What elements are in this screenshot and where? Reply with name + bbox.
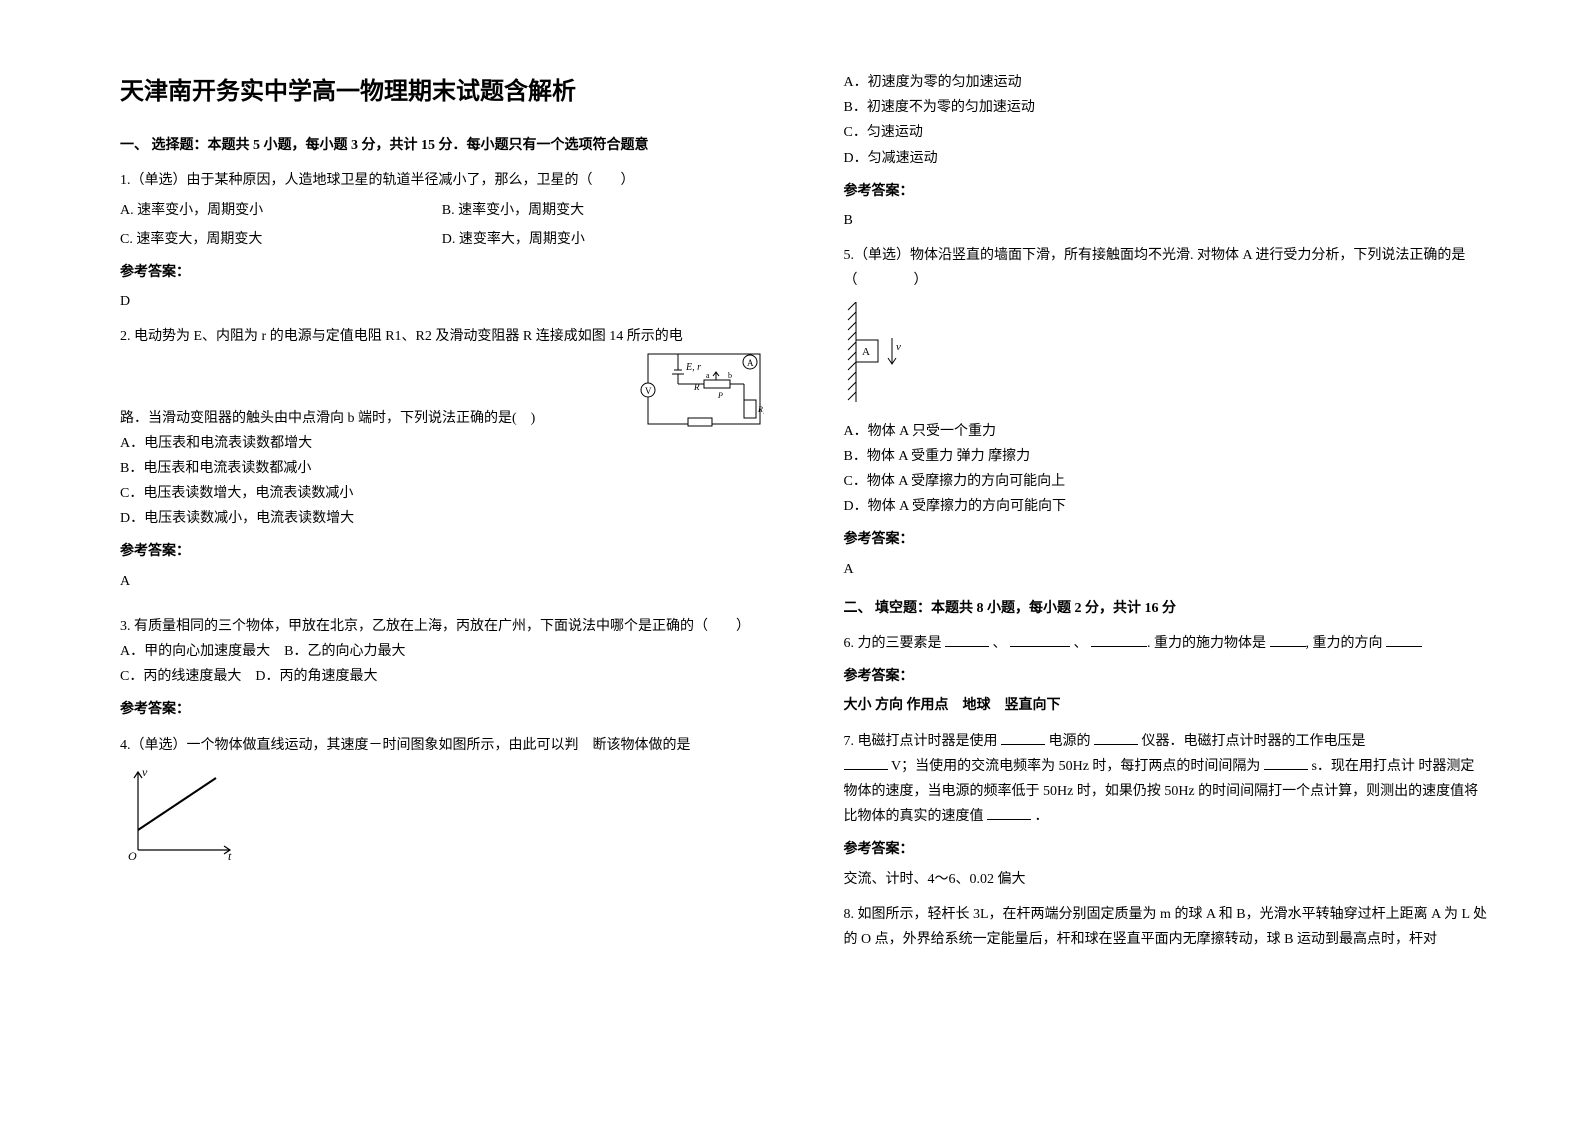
q6-answer-label: 参考答案：	[844, 664, 1488, 689]
svg-text:P: P	[717, 391, 723, 400]
q2-answer: A	[120, 569, 764, 594]
svg-text:a: a	[706, 371, 710, 380]
question-1: 1.（单选）由于某种原因，人造地球卫星的轨道半径减小了，那么，卫星的（ ） A.…	[120, 168, 764, 314]
right-column: A．初速度为零的匀加速运动 B．初速度不为零的匀加速运动 C．匀速运动 D．匀减…	[804, 70, 1508, 1092]
q3-optB: B．乙的向心力最大	[284, 644, 405, 659]
vt-graph: O v t	[120, 764, 240, 864]
q8-stem: 8. 如图所示，轻杆长 3L，在杆两端分别固定质量为 m 的球 A 和 B，光滑…	[844, 902, 1488, 952]
svg-text:E, r: E, r	[685, 362, 701, 373]
q3-optA: A．甲的向心加速度最大	[120, 644, 270, 659]
q2-optD: D．电压表读数减小，电流表读数增大	[120, 506, 764, 531]
q4-optB: B．初速度不为零的匀加速运动	[844, 95, 1488, 120]
q2-optC: C．电压表读数增大，电流表读数减小	[120, 481, 764, 506]
q6-sep2: 、	[1074, 636, 1088, 651]
q3-optC: C．丙的线速度最大	[120, 669, 241, 684]
circuit-diagram: E, r A V R a b P	[634, 350, 764, 428]
blank-2	[1010, 632, 1070, 647]
blank-10	[987, 805, 1031, 820]
q7-3end: ．	[1035, 809, 1049, 824]
page-title: 天津南开务实中学高一物理期末试题含解析	[120, 70, 764, 113]
q6-tail: 重力的方向	[1313, 636, 1383, 651]
q4-optC: C．匀速运动	[844, 120, 1488, 145]
q2-answer-label: 参考答案：	[120, 539, 764, 564]
blank-4	[1270, 632, 1306, 647]
question-4: 4.（单选）一个物体做直线运动，其速度－时间图象如图所示，由此可以判 断该物体做…	[120, 733, 764, 879]
q5-answer-label: 参考答案：	[844, 527, 1488, 552]
q7-2b: s．现在用打点计	[1311, 759, 1414, 774]
q5-answer: A	[844, 557, 1488, 582]
q3-answer-label: 参考答案：	[120, 697, 764, 722]
q1-answer: D	[120, 289, 764, 314]
svg-text:R: R	[693, 382, 700, 392]
q3-row2: C．丙的线速度最大 D．丙的角速度最大	[120, 664, 764, 689]
svg-text:t: t	[228, 849, 232, 863]
q7-answer-label: 参考答案：	[844, 837, 1488, 862]
q5-optD: D．物体 A 受摩擦力的方向可能向下	[844, 494, 1488, 519]
question-8: 8. 如图所示，轻杆长 3L，在杆两端分别固定质量为 m 的球 A 和 B，光滑…	[844, 902, 1488, 952]
q1-row2: C. 速率变大，周期变大 D. 速变率大，周期变小	[120, 227, 764, 252]
q3-stem: 3. 有质量相同的三个物体，甲放在北京，乙放在上海，丙放在广州，下面说法中哪个是…	[120, 614, 764, 639]
q5-optB: B．物体 A 受重力 弹力 摩擦力	[844, 444, 1488, 469]
q5-optC: C．物体 A 受摩擦力的方向可能向上	[844, 469, 1488, 494]
page: 天津南开务实中学高一物理期末试题含解析 一、 选择题：本题共 5 小题，每小题 …	[0, 0, 1587, 1122]
svg-text:R₂: R₂	[757, 405, 764, 414]
q7-1c: 仪器．电磁打点计时器的工作电压是	[1142, 734, 1366, 749]
section-2-header: 二、 填空题：本题共 8 小题，每小题 2 分，共计 16 分	[844, 596, 1488, 621]
q3-row1: A．甲的向心加速度最大 B．乙的向心力最大	[120, 639, 764, 664]
q5-stem: 5.（单选）物体沿竖直的墙面下滑，所有接触面均不光滑. 对物体 A 进行受力分析…	[844, 243, 1488, 293]
q1-optD: D. 速变率大，周期变小	[442, 227, 764, 252]
q4-optA: A．初速度为零的匀加速运动	[844, 70, 1488, 95]
question-5: 5.（单选）物体沿竖直的墙面下滑，所有接触面均不光滑. 对物体 A 进行受力分析…	[844, 243, 1488, 582]
q7-answer: 交流、计时、4～6、0.02 偏大	[844, 867, 1488, 892]
q4-optD: D．匀减速运动	[844, 146, 1488, 171]
blank-1	[945, 632, 989, 647]
question-7: 7. 电磁打点计时器是使用 电源的 仪器．电磁打点计时器的工作电压是 V；当使用…	[844, 729, 1488, 892]
svg-text:A: A	[862, 346, 870, 358]
blank-3	[1091, 632, 1147, 647]
q1-row1: A. 速率变小，周期变小 B. 速率变小，周期变大	[120, 198, 764, 223]
wall-block-diagram: A v	[844, 302, 934, 402]
blank-8	[844, 755, 888, 770]
svg-text:A: A	[747, 358, 754, 368]
svg-text:b: b	[728, 371, 732, 380]
q6-sep1: 、	[993, 636, 1007, 651]
q7-1a: 7. 电磁打点计时器是使用	[844, 734, 998, 749]
q2-stem-line1: 2. 电动势为 E、内阻为 r 的电源与定值电阻 R1、R2 及滑动变阻器 R …	[120, 324, 764, 349]
q6-answer: 大小 方向 作用点 地球 竖直向下	[844, 693, 1488, 718]
q5-optA: A．物体 A 只受一个重力	[844, 419, 1488, 444]
q1-optB: B. 速率变小，周期变大	[442, 198, 764, 223]
q1-optA: A. 速率变小，周期变小	[120, 198, 442, 223]
q1-optC: C. 速率变大，周期变大	[120, 227, 442, 252]
question-2: 2. 电动势为 E、内阻为 r 的电源与定值电阻 R1、R2 及滑动变阻器 R …	[120, 324, 764, 604]
q4-answer: B	[844, 208, 1488, 233]
q7-2a: V；当使用的交流电频率为 50Hz 时，每打两点的时间间隔为	[891, 759, 1260, 774]
svg-text:v: v	[142, 765, 148, 779]
blank-9	[1264, 755, 1308, 770]
svg-text:O: O	[128, 849, 137, 863]
left-column: 天津南开务实中学高一物理期末试题含解析 一、 选择题：本题共 5 小题，每小题 …	[100, 70, 804, 1092]
q4-answer-label: 参考答案：	[844, 179, 1488, 204]
q6-mid: 重力的施力物体是	[1154, 636, 1266, 651]
q7-1b: 电源的	[1049, 734, 1091, 749]
svg-text:R₁: R₁	[693, 427, 702, 428]
q3-optD: D．丙的角速度最大	[255, 669, 377, 684]
svg-text:v: v	[896, 341, 901, 353]
q1-stem: 1.（单选）由于某种原因，人造地球卫星的轨道半径减小了，那么，卫星的（ ）	[120, 168, 764, 193]
blank-6	[1001, 730, 1045, 745]
section-1-header: 一、 选择题：本题共 5 小题，每小题 3 分，共计 15 分．每小题只有一个选…	[120, 133, 764, 158]
q2-optA: A．电压表和电流表读数都增大	[120, 431, 764, 456]
q2-optB: B．电压表和电流表读数都减小	[120, 456, 764, 481]
blank-7	[1094, 730, 1138, 745]
question-6: 6. 力的三要素是 、 、 . 重力的施力物体是 , 重力的方向 参考答案： 大…	[844, 631, 1488, 719]
svg-text:V: V	[645, 386, 652, 396]
q6-pre: 6. 力的三要素是	[844, 636, 942, 651]
q1-answer-label: 参考答案：	[120, 260, 764, 285]
q4-stem: 4.（单选）一个物体做直线运动，其速度－时间图象如图所示，由此可以判 断该物体做…	[120, 733, 764, 758]
question-3: 3. 有质量相同的三个物体，甲放在北京，乙放在上海，丙放在广州，下面说法中哪个是…	[120, 614, 764, 723]
blank-5	[1386, 632, 1422, 647]
